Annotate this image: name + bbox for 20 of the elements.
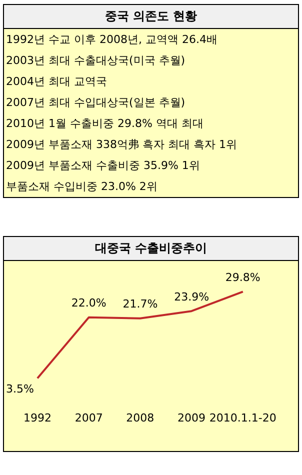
text: 2009년 부품소재 338억弗 흑자 최대 흑자 1위	[5, 137, 238, 153]
text: 2003년 최대 수출대상국(미국 추월)	[5, 53, 186, 69]
text: 2010년 1월 수출비중 29.8% 역대 최대	[5, 116, 204, 132]
text: 2007년 최대 수입대상국(일본 추월)	[5, 95, 186, 111]
chart-title: 대중국 수출비중추이	[4, 237, 298, 261]
x-tick-label: 2010.1.1-20	[209, 411, 276, 424]
x-tick-label: 2008	[126, 411, 154, 424]
text: 2009년 부품소재 수출비중 35.9% 1위	[5, 158, 201, 174]
text: 중국 의존도 현황	[4, 5, 298, 29]
data-label: 23.9%	[174, 290, 210, 304]
text: 2004년 최대 교역국	[5, 74, 108, 90]
x-tick-label: 2009	[178, 411, 206, 424]
data-label: 29.8%	[225, 271, 260, 284]
data-label: 21.7%	[122, 298, 158, 311]
data-label: 3.5%	[6, 382, 34, 396]
x-tick-label: 1992	[23, 411, 52, 424]
text: 1992년 수교 이후 2008년, 교역액 26.4배	[5, 32, 218, 48]
x-tick-label: 2007	[74, 411, 103, 424]
text: 부품소재 수입비중 23.0% 2위	[5, 179, 158, 195]
data-label: 22.0%	[71, 296, 106, 310]
